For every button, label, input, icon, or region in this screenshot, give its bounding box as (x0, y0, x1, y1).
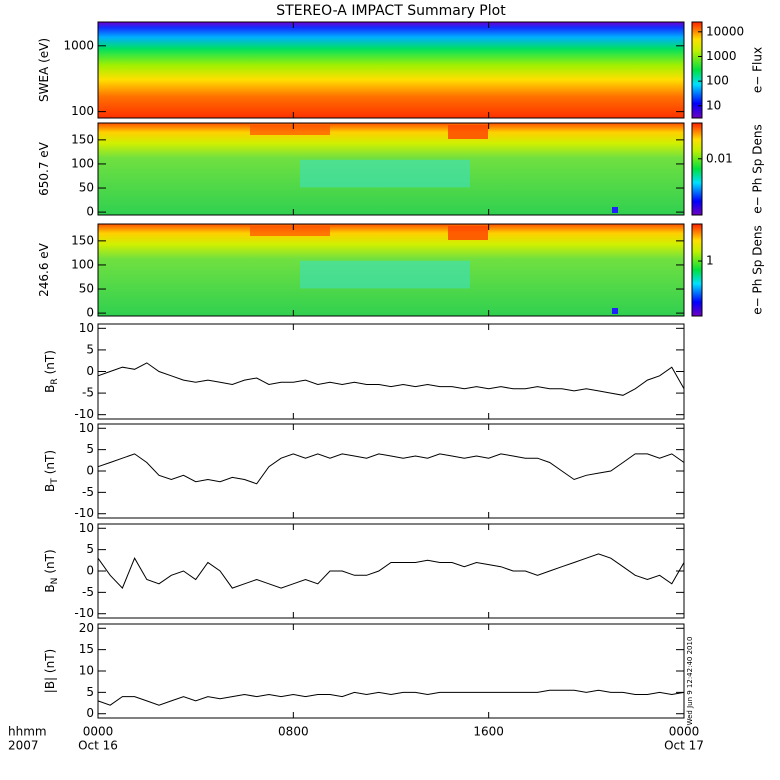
y-axis-label-text: B (43, 385, 57, 393)
data-line (97, 553, 685, 590)
colorbar-tick-label: 100 (706, 74, 729, 88)
y-tick-label: 150 (71, 233, 94, 247)
y-axis-label-unit: (nT) (43, 549, 57, 573)
spectrogram-patch (448, 226, 488, 240)
x-tick-label: 0000 (83, 725, 114, 739)
y-axis-label: |B| (nT) (43, 649, 57, 693)
colorbar (691, 122, 703, 216)
colorbar-tick-label: 10 (706, 98, 721, 112)
y-tick-label: 5 (86, 542, 94, 556)
y-tick-label: 10 (79, 321, 94, 335)
x-tick-label: 0000 (669, 725, 700, 739)
y-axis-label-sub: N (50, 578, 60, 585)
spectrogram-patch (300, 159, 470, 188)
y-tick-label: 5 (86, 442, 94, 456)
x-tick-label: 1600 (473, 725, 504, 739)
y-axis-label: SWEA (eV) (37, 38, 51, 102)
timestamp: Wed Jun 9 12:42:40 2010 (686, 637, 694, 726)
colorbar-tick-label: 10000 (706, 24, 744, 38)
x-tick-label: 0800 (278, 725, 309, 739)
y-axis-label: BR (nT) (43, 350, 60, 393)
y-axis-label: BT (nT) (43, 450, 60, 492)
spectrogram-patch (250, 226, 330, 236)
y-tick-label: 150 (71, 132, 94, 146)
y-tick-label: -5 (82, 485, 94, 499)
y-tick-label: 100 (71, 156, 94, 170)
y-axis-label-text: 246.6 eV (37, 242, 51, 297)
x-date-label: Oct 16 (78, 739, 118, 753)
x-axis-unit: hhmm (8, 725, 47, 739)
y-tick-label: 0 (86, 564, 94, 578)
colorbar-label: e− Ph Sp Dens (751, 225, 765, 314)
y-axis-label-sub: T (50, 478, 60, 485)
data-line (97, 689, 685, 706)
colorbar-label: e− Ph Sp Dens (751, 124, 765, 213)
spectrogram-patch (250, 125, 330, 135)
y-tick-label: -10 (74, 407, 94, 421)
y-tick-label: 0 (86, 306, 94, 320)
y-axis-label: BN (nT) (43, 549, 60, 592)
y-tick-label: -10 (74, 606, 94, 620)
colorbar (691, 21, 703, 119)
y-tick-label: 5 (86, 342, 94, 356)
panel-frame (97, 323, 685, 420)
y-tick-label: -5 (82, 585, 94, 599)
y-tick-label: 50 (79, 282, 94, 296)
x-axis-year: 2007 (8, 739, 39, 753)
y-tick-label: 15 (79, 642, 94, 656)
y-axis-label-sub: R (50, 378, 60, 384)
y-tick-label: 10 (79, 421, 94, 435)
spectrogram-patch (300, 260, 470, 289)
y-axis-label-text: |B| (nT) (43, 649, 57, 693)
y-tick-label: 0 (86, 706, 94, 720)
spectrogram-patch (448, 125, 488, 139)
panel-frame (97, 223, 685, 317)
colorbar-tick-label: 1000 (706, 49, 737, 63)
y-tick-label: 20 (79, 621, 94, 635)
y-tick-label: 10 (79, 664, 94, 678)
y-tick-label: 100 (71, 257, 94, 271)
spectrogram-patch (612, 207, 618, 213)
spectrogram-patch (612, 308, 618, 314)
data-line (97, 362, 685, 396)
y-axis-label: 246.6 eV (37, 242, 51, 297)
y-tick-label: 100 (71, 104, 94, 118)
y-tick-label: 10 (79, 521, 94, 535)
panel-frame (97, 523, 685, 619)
y-axis-label-unit: (nT) (43, 350, 57, 374)
panel-frame (97, 623, 685, 719)
chart-title: STEREO-A IMPACT Summary Plot (276, 3, 506, 19)
y-axis-label-text: B (43, 484, 57, 492)
y-tick-label: 50 (79, 181, 94, 195)
y-tick-label: -5 (82, 386, 94, 400)
colorbar-tick-label: 1 (706, 254, 714, 268)
y-tick-label: -10 (74, 506, 94, 520)
data-line (97, 453, 685, 485)
y-axis-label-text: 650.7 eV (37, 141, 51, 196)
y-tick-label: 0 (86, 364, 94, 378)
colorbar (691, 223, 703, 317)
y-axis-label-text: SWEA (eV) (37, 38, 51, 102)
x-date-label: Oct 17 (664, 739, 704, 753)
panel-frame (97, 122, 685, 216)
y-tick-label: 1000 (63, 38, 94, 52)
y-tick-label: 0 (86, 464, 94, 478)
colorbar-label: e− Flux (751, 47, 765, 93)
y-tick-label: 5 (86, 685, 94, 699)
y-axis-label: 650.7 eV (37, 141, 51, 196)
y-tick-label: 0 (86, 205, 94, 219)
spectrogram (98, 22, 684, 118)
panel-frame (97, 423, 685, 519)
panel-frame (97, 21, 685, 119)
y-axis-label-unit: (nT) (43, 450, 57, 474)
colorbar-tick-label: 0.01 (706, 151, 733, 165)
y-axis-label-text: B (43, 584, 57, 592)
